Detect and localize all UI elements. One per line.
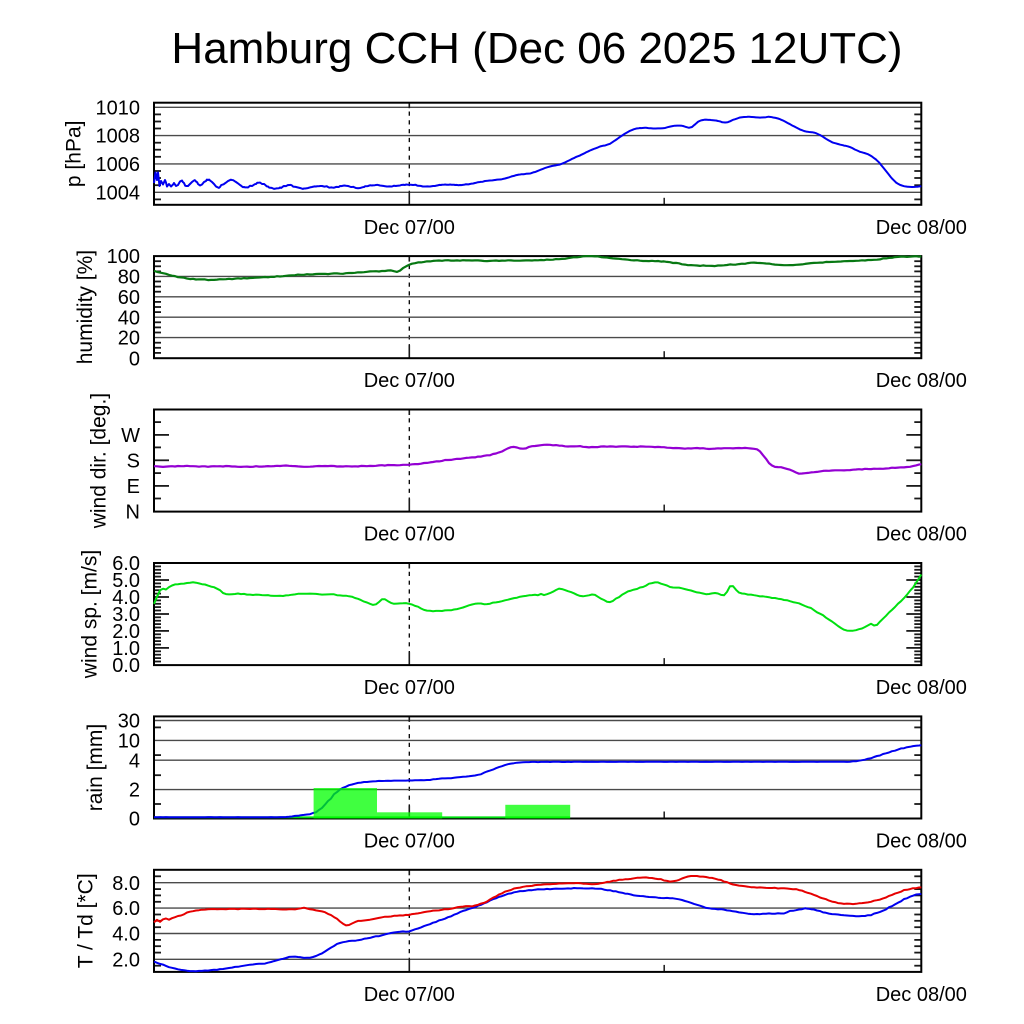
svg-text:10: 10 bbox=[118, 731, 140, 753]
svg-text:Dec 07/00: Dec 07/00 bbox=[364, 217, 455, 239]
svg-text:80: 80 bbox=[118, 267, 140, 289]
svg-text:6.0: 6.0 bbox=[112, 898, 140, 920]
svg-text:0: 0 bbox=[129, 348, 140, 370]
svg-text:60: 60 bbox=[118, 287, 140, 309]
svg-text:Dec 08/00: Dec 08/00 bbox=[876, 524, 967, 546]
svg-text:Dec 08/00: Dec 08/00 bbox=[876, 370, 967, 392]
svg-text:1004: 1004 bbox=[96, 182, 141, 204]
svg-text:E: E bbox=[127, 476, 140, 498]
svg-text:100: 100 bbox=[107, 246, 140, 268]
svg-text:8.0: 8.0 bbox=[112, 873, 140, 895]
svg-text:Dec 07/00: Dec 07/00 bbox=[364, 524, 455, 546]
svg-text:Dec 07/00: Dec 07/00 bbox=[364, 370, 455, 392]
svg-text:0.0: 0.0 bbox=[112, 655, 140, 677]
svg-text:4.0: 4.0 bbox=[112, 587, 140, 609]
svg-text:2.0: 2.0 bbox=[112, 621, 140, 643]
svg-text:rain [mm]: rain [mm] bbox=[84, 724, 107, 812]
svg-text:5.0: 5.0 bbox=[112, 570, 140, 592]
svg-text:S: S bbox=[127, 450, 140, 472]
svg-text:p [hPa]: p [hPa] bbox=[62, 121, 85, 188]
svg-text:30: 30 bbox=[118, 711, 140, 733]
svg-text:1.0: 1.0 bbox=[112, 638, 140, 660]
svg-text:Dec 08/00: Dec 08/00 bbox=[876, 677, 967, 699]
svg-text:humidity [%]: humidity [%] bbox=[74, 250, 97, 364]
svg-text:Dec 07/00: Dec 07/00 bbox=[364, 677, 455, 699]
svg-text:wind dir. [deg.]: wind dir. [deg.] bbox=[87, 393, 110, 529]
svg-text:N: N bbox=[126, 502, 140, 524]
svg-text:20: 20 bbox=[118, 328, 140, 350]
svg-text:4: 4 bbox=[129, 750, 140, 772]
svg-text:2: 2 bbox=[129, 780, 140, 802]
svg-text:W: W bbox=[121, 425, 140, 447]
svg-text:4.0: 4.0 bbox=[112, 924, 140, 946]
svg-text:1006: 1006 bbox=[96, 154, 141, 176]
svg-text:1010: 1010 bbox=[96, 97, 141, 119]
svg-text:6.0: 6.0 bbox=[112, 553, 140, 575]
svg-text:2.0: 2.0 bbox=[112, 949, 140, 971]
svg-text:wind sp. [m/s]: wind sp. [m/s] bbox=[78, 550, 101, 679]
svg-text:40: 40 bbox=[118, 307, 140, 329]
svg-text:Dec 08/00: Dec 08/00 bbox=[876, 984, 967, 1006]
svg-text:Dec 08/00: Dec 08/00 bbox=[876, 217, 967, 239]
svg-text:1008: 1008 bbox=[96, 126, 141, 148]
svg-text:Dec 07/00: Dec 07/00 bbox=[364, 831, 455, 853]
svg-text:0: 0 bbox=[129, 809, 140, 831]
svg-text:Dec 07/00: Dec 07/00 bbox=[364, 984, 455, 1006]
svg-text:3.0: 3.0 bbox=[112, 604, 140, 626]
svg-text:Hamburg CCH (Dec 06 2025 12UTC: Hamburg CCH (Dec 06 2025 12UTC) bbox=[171, 24, 902, 73]
svg-text:T / Td [*C]: T / Td [*C] bbox=[75, 873, 98, 968]
svg-text:Dec 08/00: Dec 08/00 bbox=[876, 831, 967, 853]
